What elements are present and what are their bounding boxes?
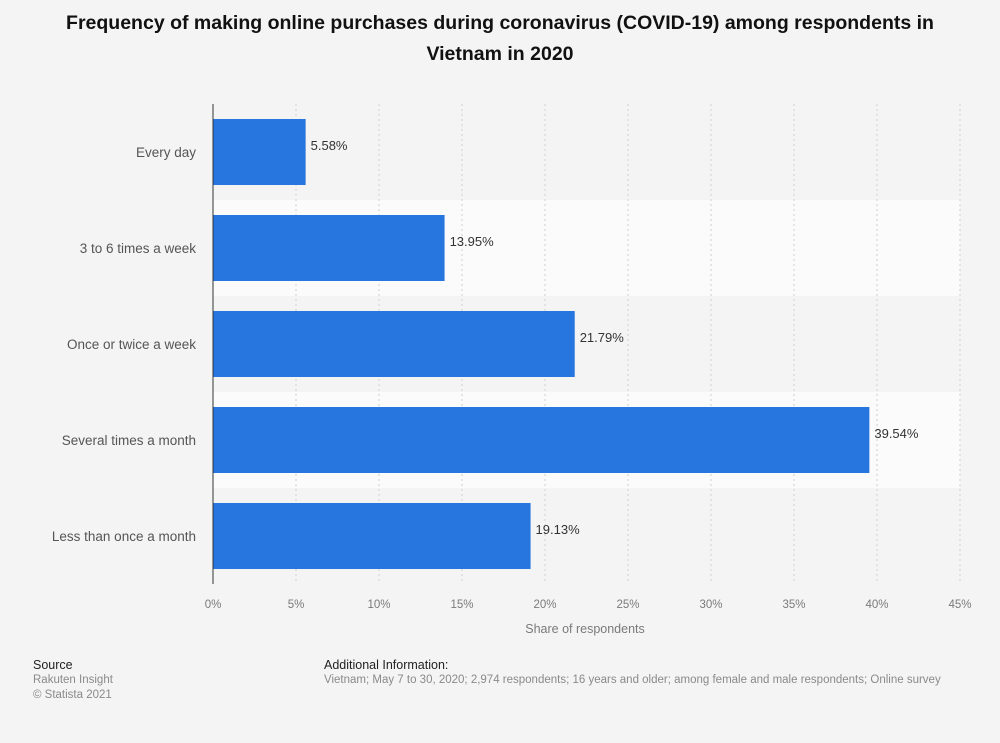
bars bbox=[213, 119, 870, 569]
bar[interactable] bbox=[213, 119, 306, 185]
x-tick-label: 45% bbox=[948, 599, 971, 611]
x-tick-label: 25% bbox=[616, 599, 639, 611]
category-labels: Every day 3 to 6 times a week Once or twic… bbox=[52, 145, 196, 544]
x-tick-label: 10% bbox=[367, 599, 390, 611]
x-tick-label: 0% bbox=[205, 599, 222, 611]
category-label: Several times a month bbox=[62, 433, 196, 448]
x-tick-label: 20% bbox=[533, 599, 556, 611]
bar-value-label: 39.54% bbox=[874, 426, 919, 441]
x-tick-label: 40% bbox=[865, 599, 888, 611]
category-label: Less than once a month bbox=[52, 529, 196, 544]
bar-value-label: 19.13% bbox=[536, 522, 581, 537]
bar[interactable] bbox=[213, 311, 575, 377]
bar-value-label: 13.95% bbox=[450, 234, 495, 249]
additional-info-heading: Additional Information: bbox=[324, 658, 449, 672]
x-tick-label: 15% bbox=[450, 599, 473, 611]
x-tick-label: 30% bbox=[699, 599, 722, 611]
bar[interactable] bbox=[213, 503, 531, 569]
copyright-text: © Statista 2021 bbox=[33, 689, 112, 701]
bar-chart: 5.58% 13.95% 21.79% 39.54% 19.13% Every day 3… bbox=[52, 104, 972, 636]
additional-info-text: Vietnam; May 7 to 30, 2020; 2,974 respon… bbox=[324, 674, 941, 686]
x-tick-labels: 0% 5% 10% 15% 20% 25% 30% 35% 40% 45% bbox=[205, 599, 972, 611]
category-label: Every day bbox=[136, 145, 196, 160]
x-axis-title: Share of respondents bbox=[525, 622, 645, 636]
chart-title: Frequency of making online purchases dur… bbox=[66, 12, 934, 65]
category-label: 3 to 6 times a week bbox=[80, 241, 197, 256]
bar[interactable] bbox=[213, 407, 870, 473]
bar[interactable] bbox=[213, 215, 445, 281]
value-labels: 5.58% 13.95% 21.79% 39.54% 19.13% bbox=[311, 138, 919, 537]
category-label: Once or twice a week bbox=[67, 337, 196, 352]
x-tick-label: 5% bbox=[288, 599, 305, 611]
source-block: Source Rakuten Insight © Statista 2021 bbox=[33, 658, 113, 703]
x-tick-label: 35% bbox=[782, 599, 805, 611]
bar-value-label: 5.58% bbox=[311, 138, 348, 153]
additional-info-block: Additional Information: Vietnam; May 7 t… bbox=[324, 658, 996, 688]
bar-value-label: 21.79% bbox=[580, 330, 625, 345]
source-heading: Source bbox=[33, 658, 73, 672]
source-name[interactable]: Rakuten Insight bbox=[33, 674, 113, 686]
